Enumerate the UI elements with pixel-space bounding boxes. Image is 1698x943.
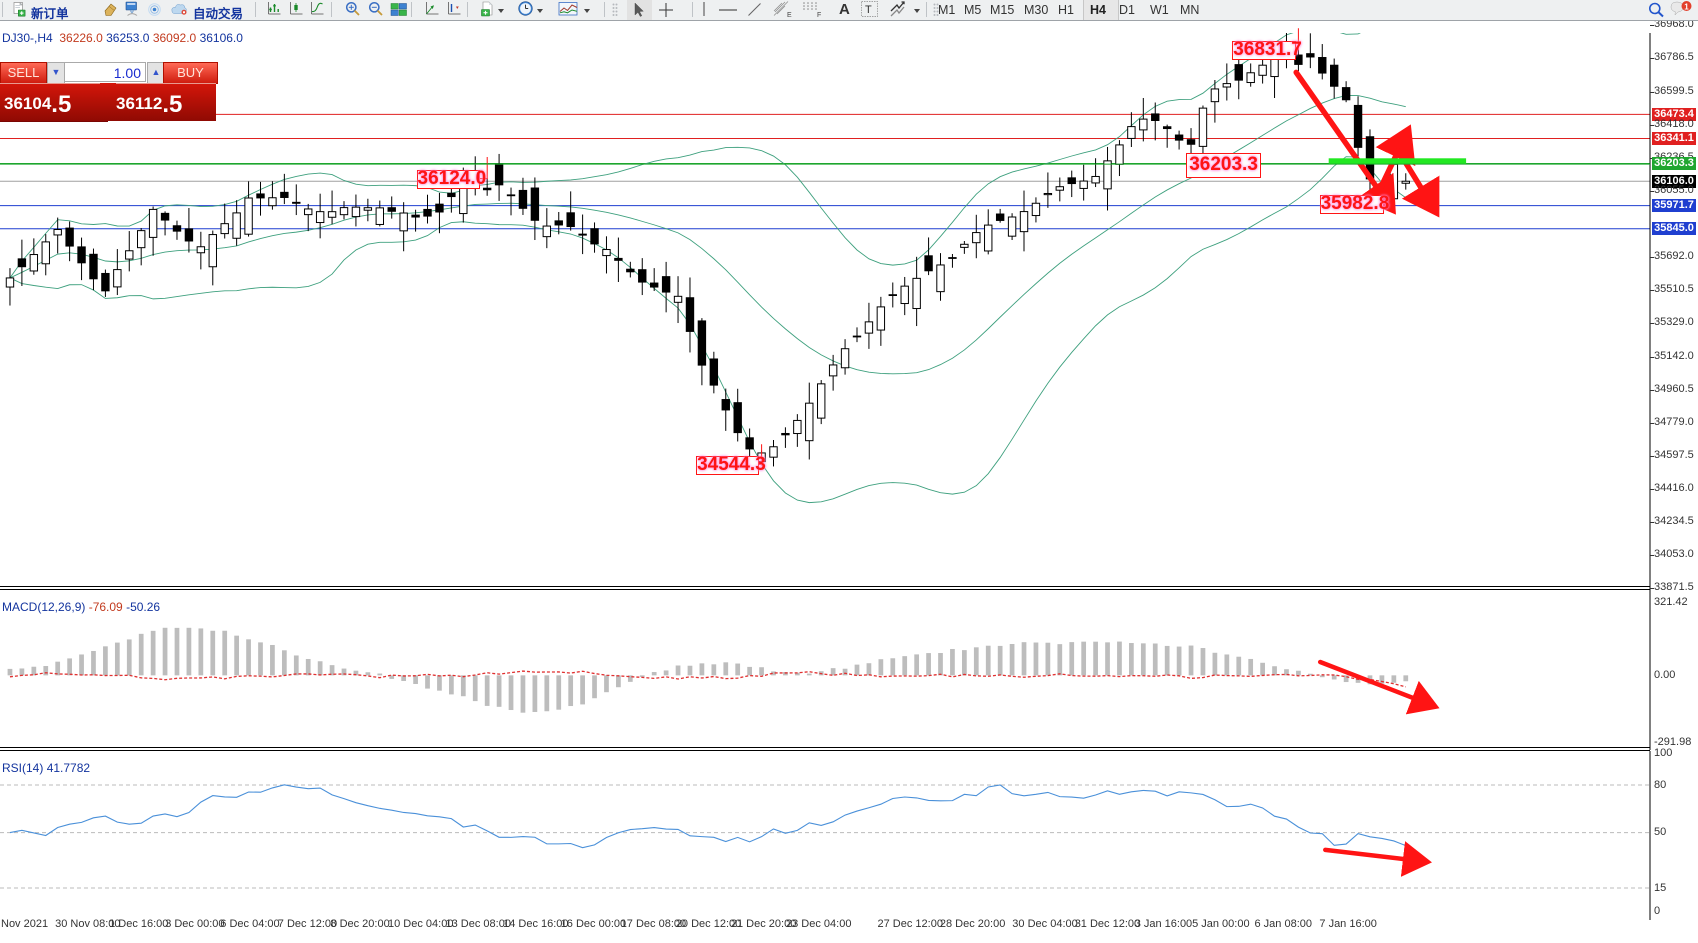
svg-text:1: 1 bbox=[1684, 2, 1689, 11]
svg-text:F: F bbox=[817, 12, 821, 18]
svg-text:E: E bbox=[787, 12, 792, 18]
svg-text:T: T bbox=[865, 4, 872, 16]
